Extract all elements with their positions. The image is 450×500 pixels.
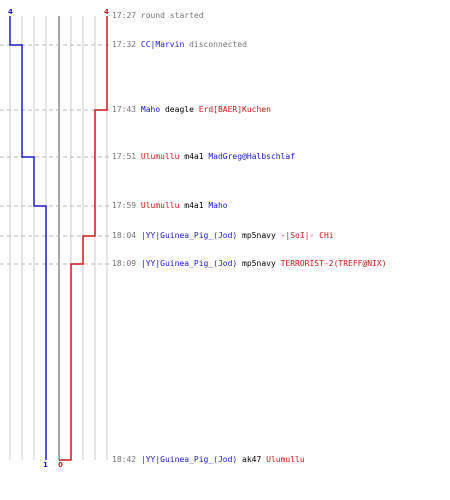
event-dashed-lines bbox=[0, 44, 110, 265]
player-name: TERRORIST-2(TREFF@NIX) bbox=[280, 259, 387, 268]
grid-lines bbox=[9, 16, 108, 460]
player-name: Maho bbox=[208, 201, 228, 210]
player-name: CC|Marvin bbox=[140, 40, 185, 49]
event-time: 17:59 bbox=[112, 201, 141, 210]
event-time: 17:32 bbox=[112, 40, 141, 49]
blue-end-count: 1 bbox=[43, 461, 48, 469]
player-name: |YY|Guinea_Pig_(Jod) bbox=[140, 455, 238, 464]
event-time: 18:04 bbox=[112, 231, 141, 240]
blue-team-step-line bbox=[9, 16, 47, 460]
event-row: 17:27 round started bbox=[112, 11, 204, 21]
event-time: 18:42 bbox=[112, 455, 141, 464]
event-time: 17:43 bbox=[112, 105, 141, 114]
event-row: 18:04 |YY|Guinea_Pig_(Jod) mp5navy -|SoI… bbox=[112, 231, 334, 241]
event-row: 17:59 Ulumullu m4a1 Maho bbox=[112, 201, 228, 211]
player-name: Maho bbox=[140, 105, 161, 114]
event-row: 17:32 CC|Marvin disconnected bbox=[112, 40, 247, 50]
event-time: 18:09 bbox=[112, 259, 141, 268]
player-name: |YY|Guinea_Pig_(Jod) bbox=[140, 259, 238, 268]
event-row: 18:09 |YY|Guinea_Pig_(Jod) mp5navy TERRO… bbox=[112, 259, 387, 269]
player-name: Ulumullu bbox=[140, 201, 180, 210]
player-name: -|SoI|- CHi bbox=[280, 231, 334, 240]
event-time: 17:27 bbox=[112, 11, 141, 20]
event-text: round started bbox=[140, 11, 204, 20]
event-time: 17:51 bbox=[112, 152, 141, 161]
player-name: |YY|Guinea_Pig_(Jod) bbox=[140, 231, 238, 240]
event-row: 17:51 Ulumullu m4a1 MadGreg@Halbschlaf bbox=[112, 152, 295, 162]
event-text: m4a1 bbox=[179, 201, 209, 210]
red-end-count: 0 bbox=[58, 461, 63, 469]
team-step-lines bbox=[9, 16, 108, 461]
event-text: mp5navy bbox=[237, 259, 281, 268]
red-start-count: 4 bbox=[104, 8, 109, 16]
event-row: 17:43 Maho deagle Erd[BAER]Kuchen bbox=[112, 105, 271, 115]
event-text: ak47 bbox=[237, 455, 267, 464]
event-text: disconnected bbox=[184, 40, 247, 49]
event-text: deagle bbox=[160, 105, 199, 114]
red-team-step-line bbox=[59, 16, 108, 461]
player-name: Ulumullu bbox=[140, 152, 180, 161]
event-text: mp5navy bbox=[237, 231, 281, 240]
event-row: 18:42 |YY|Guinea_Pig_(Jod) ak47 Ulumullu bbox=[112, 455, 305, 465]
player-name: Ulumullu bbox=[266, 455, 305, 464]
blue-start-count: 4 bbox=[8, 8, 13, 16]
event-text: m4a1 bbox=[179, 152, 209, 161]
player-name: Erd[BAER]Kuchen bbox=[198, 105, 271, 114]
player-name: MadGreg@Halbschlaf bbox=[208, 152, 296, 161]
